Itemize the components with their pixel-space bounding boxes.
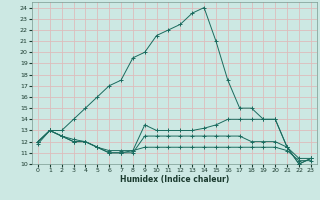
X-axis label: Humidex (Indice chaleur): Humidex (Indice chaleur): [120, 175, 229, 184]
